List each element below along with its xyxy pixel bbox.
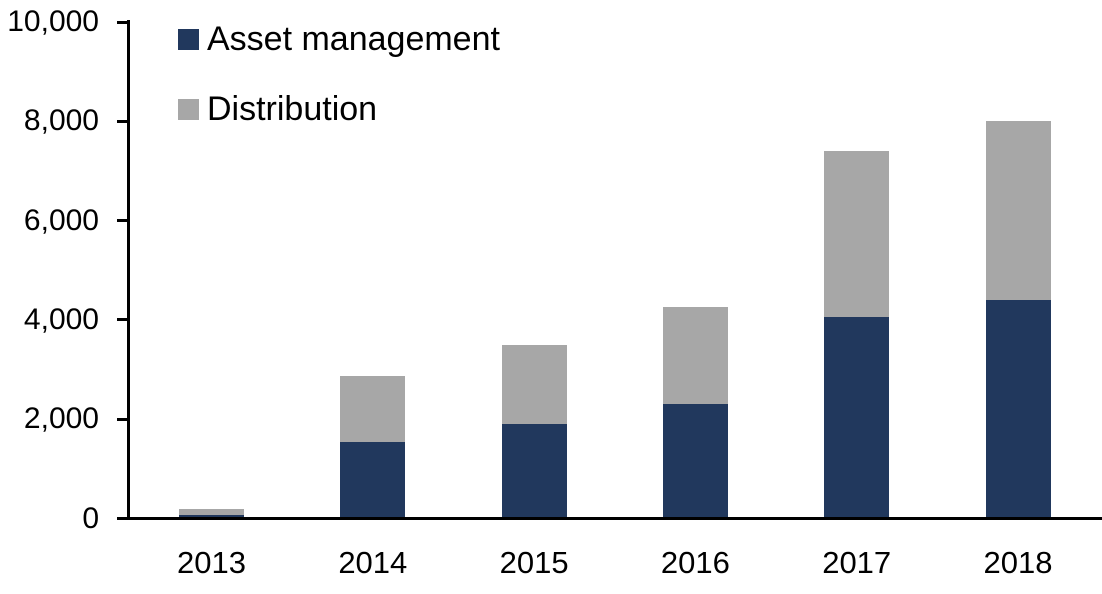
bar-segment-2018-asset-management <box>985 300 1051 519</box>
bar-segment-2017-asset-management <box>824 317 890 519</box>
bar-segment-2016-distribution <box>662 307 728 405</box>
bar-2017 <box>824 151 890 519</box>
x-axis-label-2016: 2016 <box>660 545 730 580</box>
y-axis-label-0: 0 <box>82 501 99 535</box>
bar-segment-2018-distribution <box>985 121 1051 301</box>
bar-segment-2013-asset-management <box>179 514 244 519</box>
bar-2016 <box>662 307 728 519</box>
bar-segment-2014-asset-management <box>340 441 406 519</box>
distribution-swatch <box>178 98 199 120</box>
bar-segment-2016-asset-management <box>662 404 728 519</box>
bar-segment-2013-distribution <box>179 508 244 515</box>
legend-item-asset-management: Asset management <box>178 18 500 60</box>
y-axis-label-6-000: 6,000 <box>23 203 99 237</box>
y-axis-tick-4-000 <box>117 318 127 322</box>
bar-segment-2014-distribution <box>340 376 406 442</box>
bar-2015 <box>501 344 567 519</box>
legend-label-asset-management: Asset management <box>207 20 500 58</box>
y-axis-tick-2-000 <box>117 417 127 421</box>
y-axis-tick-6-000 <box>117 219 127 223</box>
legend-label-distribution: Distribution <box>207 90 378 128</box>
y-axis-label-8-000: 8,000 <box>23 104 99 138</box>
y-axis-label-10-000: 10,000 <box>7 5 99 38</box>
y-axis-label-4-000: 4,000 <box>23 302 99 336</box>
bar-segment-2017-distribution <box>824 151 890 318</box>
asset-management-swatch <box>178 28 199 50</box>
bar-segment-2015-asset-management <box>501 424 567 519</box>
x-axis-label-2018: 2018 <box>983 545 1053 580</box>
y-axis-tick-0 <box>117 517 127 520</box>
legend-item-distribution: Distribution <box>178 88 377 130</box>
bar-2013 <box>179 508 244 519</box>
y-axis-label-2-000: 2,000 <box>23 402 99 436</box>
x-axis-label-2013: 2013 <box>177 545 246 580</box>
bar-2018 <box>985 121 1051 519</box>
x-axis-label-2014: 2014 <box>338 545 408 580</box>
bar-segment-2015-distribution <box>501 344 567 425</box>
x-axis-line <box>126 517 1102 520</box>
x-axis-label-2017: 2017 <box>822 545 892 580</box>
y-axis-tick-10-000 <box>117 20 127 24</box>
bar-2014 <box>340 376 406 519</box>
y-axis-line <box>126 20 130 519</box>
y-axis-tick-8-000 <box>117 119 127 123</box>
x-axis-label-2015: 2015 <box>499 545 569 580</box>
